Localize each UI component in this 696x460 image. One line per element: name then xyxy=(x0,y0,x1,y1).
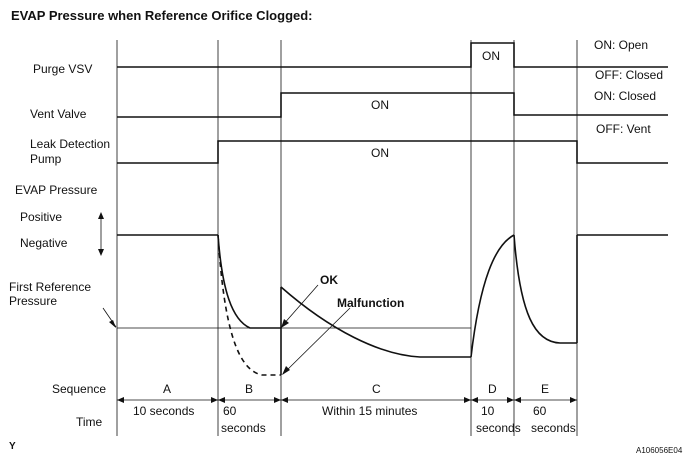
sequence-c: C xyxy=(372,382,381,396)
time-d-1: 10 xyxy=(481,404,495,418)
label-first-ref-1: First Reference xyxy=(9,280,92,294)
time-arrow-c-left xyxy=(281,397,288,403)
label-first-ref-2: Pressure xyxy=(9,294,58,308)
label-positive: Positive xyxy=(20,210,63,224)
legend-purge-on: ON: Open xyxy=(594,38,649,52)
time-arrow-a-left xyxy=(117,397,124,403)
label-purge-vsv: Purge VSV xyxy=(33,62,93,76)
time-e-2: seconds xyxy=(531,421,576,435)
pump-on-label: ON xyxy=(371,146,389,160)
time-e-1: 60 xyxy=(533,404,547,418)
time-arrow-d-left xyxy=(471,397,478,403)
legend-vent-off: OFF: Vent xyxy=(596,122,651,136)
ok-arrow-line xyxy=(281,284,319,327)
time-arrow-e-left xyxy=(514,397,521,403)
time-arrow-b-right xyxy=(274,397,281,403)
sequence-a: A xyxy=(163,382,172,396)
time-b-1: 60 xyxy=(223,404,237,418)
callout-malfunction: Malfunction xyxy=(337,296,405,310)
evap-e-curve xyxy=(513,234,577,344)
label-leak-pump-2: Pump xyxy=(30,152,62,166)
callout-ok: OK xyxy=(320,273,338,287)
legend-vent-on: ON: Closed xyxy=(594,89,657,103)
figure-code: A106056E04 xyxy=(636,446,683,455)
evap-decay-curve xyxy=(280,286,471,358)
time-c: Within 15 minutes xyxy=(322,404,418,418)
sequence-d: D xyxy=(488,382,497,396)
time-arrow-c-right xyxy=(464,397,471,403)
vent-on-label: ON xyxy=(371,98,389,112)
purge-on-label: ON xyxy=(482,49,500,63)
purge-vsv-signal xyxy=(117,42,668,68)
evap-malfunction-curve xyxy=(217,234,281,376)
legend-purge-off: OFF: Closed xyxy=(595,68,664,82)
label-sequence: Sequence xyxy=(52,382,107,396)
time-d-2: seconds xyxy=(476,421,521,435)
corner-mark-y: Y xyxy=(9,441,16,452)
malfunction-arrow-line xyxy=(282,307,351,375)
label-negative: Negative xyxy=(20,236,68,250)
label-leak-pump-1: Leak Detection xyxy=(30,137,111,151)
evap-purge-rise xyxy=(470,234,515,358)
neg-arrowhead xyxy=(98,249,104,256)
time-arrow-a-right xyxy=(211,397,218,403)
time-arrow-b-left xyxy=(218,397,225,403)
time-b-2: seconds xyxy=(221,421,266,435)
time-arrow-d-right xyxy=(507,397,514,403)
sequence-b: B xyxy=(245,382,254,396)
diagram-title: EVAP Pressure when Reference Orifice Clo… xyxy=(11,8,313,23)
vent-valve-signal xyxy=(117,92,668,118)
malfunction-arrowhead xyxy=(282,366,290,375)
time-arrow-e-right xyxy=(570,397,577,403)
label-evap-pressure: EVAP Pressure xyxy=(15,183,98,197)
time-a: 10 seconds xyxy=(133,404,195,418)
reference-pointer-arrowhead xyxy=(109,320,116,328)
label-time: Time xyxy=(76,415,103,429)
ok-arrowhead xyxy=(281,319,289,328)
label-vent-valve: Vent Valve xyxy=(30,107,87,121)
pos-arrowhead xyxy=(98,212,104,219)
leak-pump-signal xyxy=(117,140,668,164)
evap-ok-curve xyxy=(217,234,281,329)
sequence-e: E xyxy=(541,382,550,396)
